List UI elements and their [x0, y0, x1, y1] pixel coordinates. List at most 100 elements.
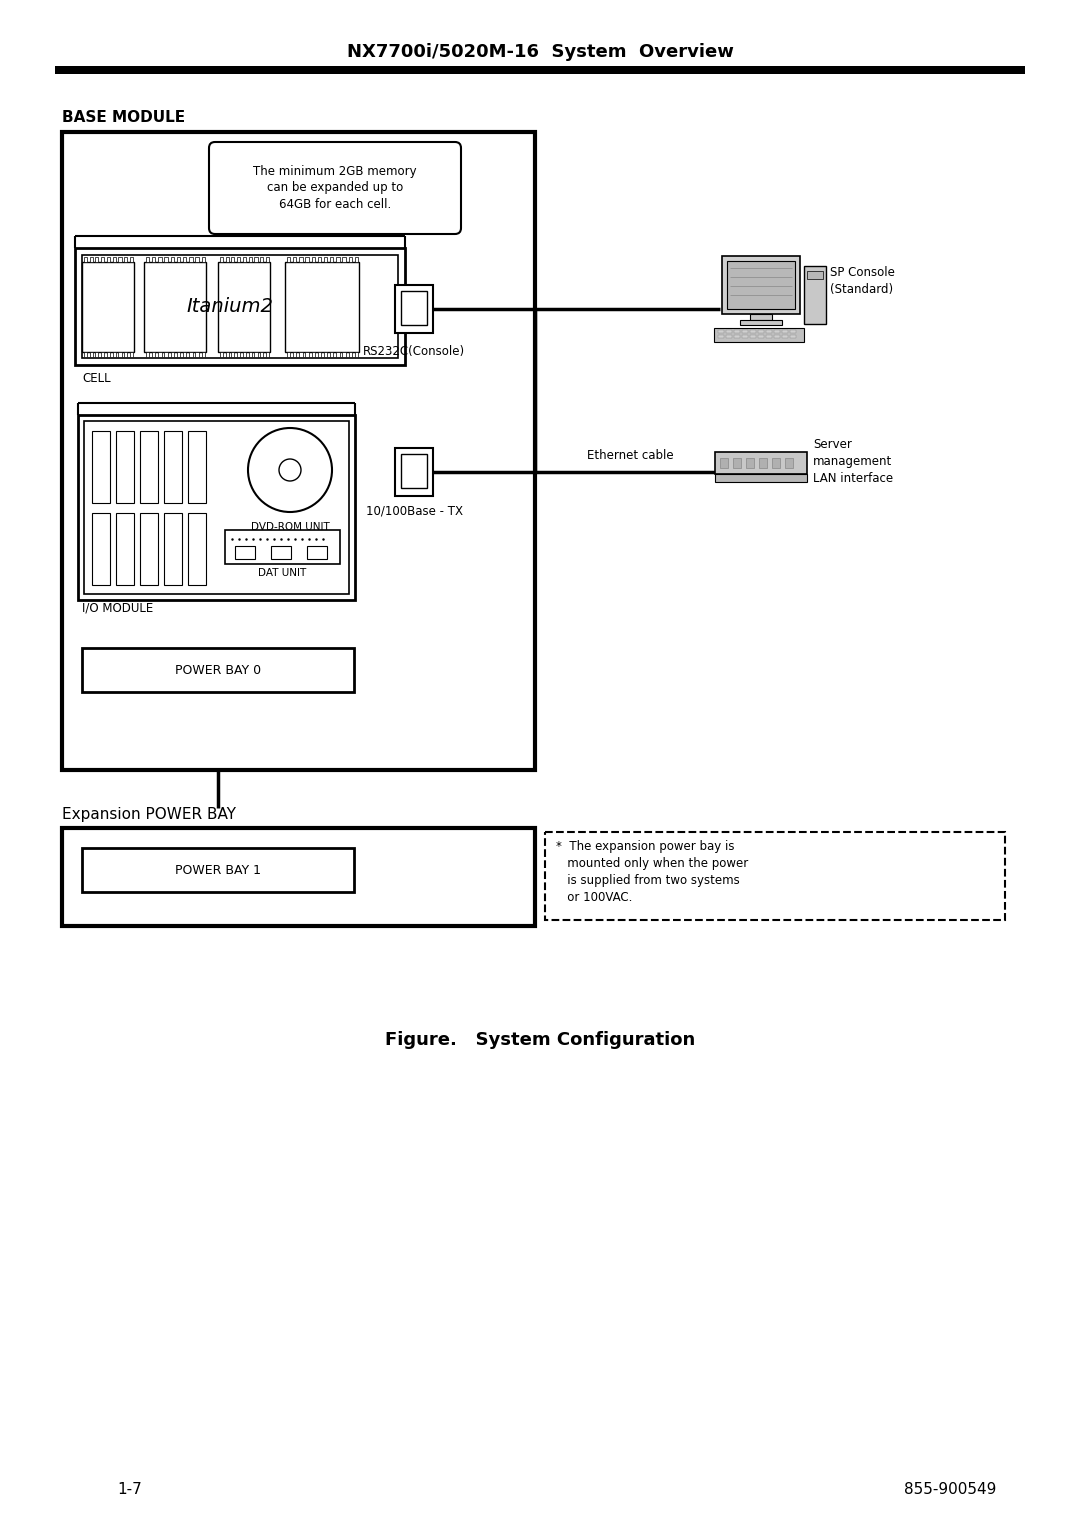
Bar [219, 257, 222, 261]
Bar [102, 351, 104, 358]
Bar [144, 261, 206, 351]
Bar [766, 330, 772, 333]
Bar [202, 257, 205, 261]
Bar [733, 458, 741, 468]
Text: POWER BAY 1: POWER BAY 1 [175, 863, 261, 877]
Bar [171, 257, 174, 261]
Bar [238, 351, 240, 358]
Bar [202, 351, 205, 358]
Bar [130, 351, 133, 358]
Bar [774, 335, 780, 338]
Bar [785, 458, 793, 468]
Bar [146, 351, 149, 358]
Bar [782, 335, 788, 338]
Bar [306, 351, 309, 358]
Bar [324, 351, 327, 358]
Bar [342, 257, 346, 261]
Text: *  The expansion power bay is
   mounted only when the power
   is supplied from: * The expansion power bay is mounted onl… [556, 840, 748, 905]
Bar [124, 351, 127, 358]
Text: DVD-ROM UNIT: DVD-ROM UNIT [251, 523, 329, 532]
Text: NX7700i/5020M-16  System  Overview: NX7700i/5020M-16 System Overview [347, 43, 733, 61]
Bar [285, 261, 359, 351]
Bar [248, 257, 252, 261]
Bar [726, 330, 732, 333]
Bar [152, 351, 156, 358]
Bar [782, 330, 788, 333]
Bar [759, 458, 767, 468]
Text: I/O MODULE: I/O MODULE [82, 602, 153, 614]
Bar [95, 351, 98, 358]
Bar [299, 257, 302, 261]
Bar [734, 335, 740, 338]
Bar [774, 330, 780, 333]
Text: 10/100Base - TX: 10/100Base - TX [365, 504, 462, 518]
Bar [789, 330, 796, 333]
Bar [124, 257, 127, 261]
Bar [140, 513, 158, 585]
Bar [82, 648, 354, 692]
Bar [804, 266, 826, 324]
Bar [171, 351, 174, 358]
Bar [116, 513, 134, 585]
Bar [184, 351, 187, 358]
Bar [306, 257, 309, 261]
FancyBboxPatch shape [210, 142, 461, 234]
Text: Figure.   System Configuration: Figure. System Configuration [384, 1031, 696, 1050]
Bar [164, 257, 167, 261]
Bar [336, 351, 339, 358]
Bar [401, 454, 427, 487]
Bar [102, 257, 104, 261]
Bar [318, 257, 321, 261]
Bar [740, 319, 782, 325]
Bar [255, 257, 257, 261]
Bar [90, 351, 93, 358]
Bar [90, 257, 93, 261]
Bar [311, 351, 315, 358]
Bar [189, 257, 192, 261]
FancyBboxPatch shape [545, 833, 1005, 920]
Bar [311, 257, 315, 261]
Bar [188, 513, 206, 585]
Bar [62, 828, 535, 926]
Bar [260, 257, 264, 261]
Bar [734, 330, 740, 333]
Bar [342, 351, 346, 358]
Bar [177, 257, 180, 261]
Bar [395, 448, 433, 497]
Text: SP Console
(Standard): SP Console (Standard) [831, 266, 895, 296]
Text: DAT UNIT: DAT UNIT [258, 568, 306, 578]
Text: Itanium2: Itanium2 [187, 298, 273, 316]
Bar [189, 351, 192, 358]
Bar [177, 351, 180, 358]
Bar [119, 351, 122, 358]
Bar [287, 257, 291, 261]
Bar [318, 351, 321, 358]
Bar [248, 351, 252, 358]
Bar [401, 290, 427, 325]
Text: CELL: CELL [82, 371, 110, 385]
Bar [84, 257, 86, 261]
Bar [307, 545, 327, 559]
Bar [742, 335, 748, 338]
Bar [219, 351, 222, 358]
Bar [299, 351, 302, 358]
Bar [92, 431, 110, 503]
Bar [78, 416, 355, 601]
Text: RS232C(Console): RS232C(Console) [363, 345, 465, 358]
Bar [758, 330, 764, 333]
Bar [720, 458, 728, 468]
Bar [82, 261, 134, 351]
Bar [75, 248, 405, 365]
Bar [195, 351, 199, 358]
Bar [95, 257, 98, 261]
Bar [330, 257, 334, 261]
Bar [92, 513, 110, 585]
Bar [119, 257, 122, 261]
Bar [164, 431, 183, 503]
Text: BASE MODULE: BASE MODULE [62, 110, 185, 125]
Bar [293, 257, 296, 261]
Text: 855-900549: 855-900549 [904, 1482, 996, 1497]
Bar [746, 458, 754, 468]
Bar [807, 270, 823, 280]
Bar [164, 513, 183, 585]
